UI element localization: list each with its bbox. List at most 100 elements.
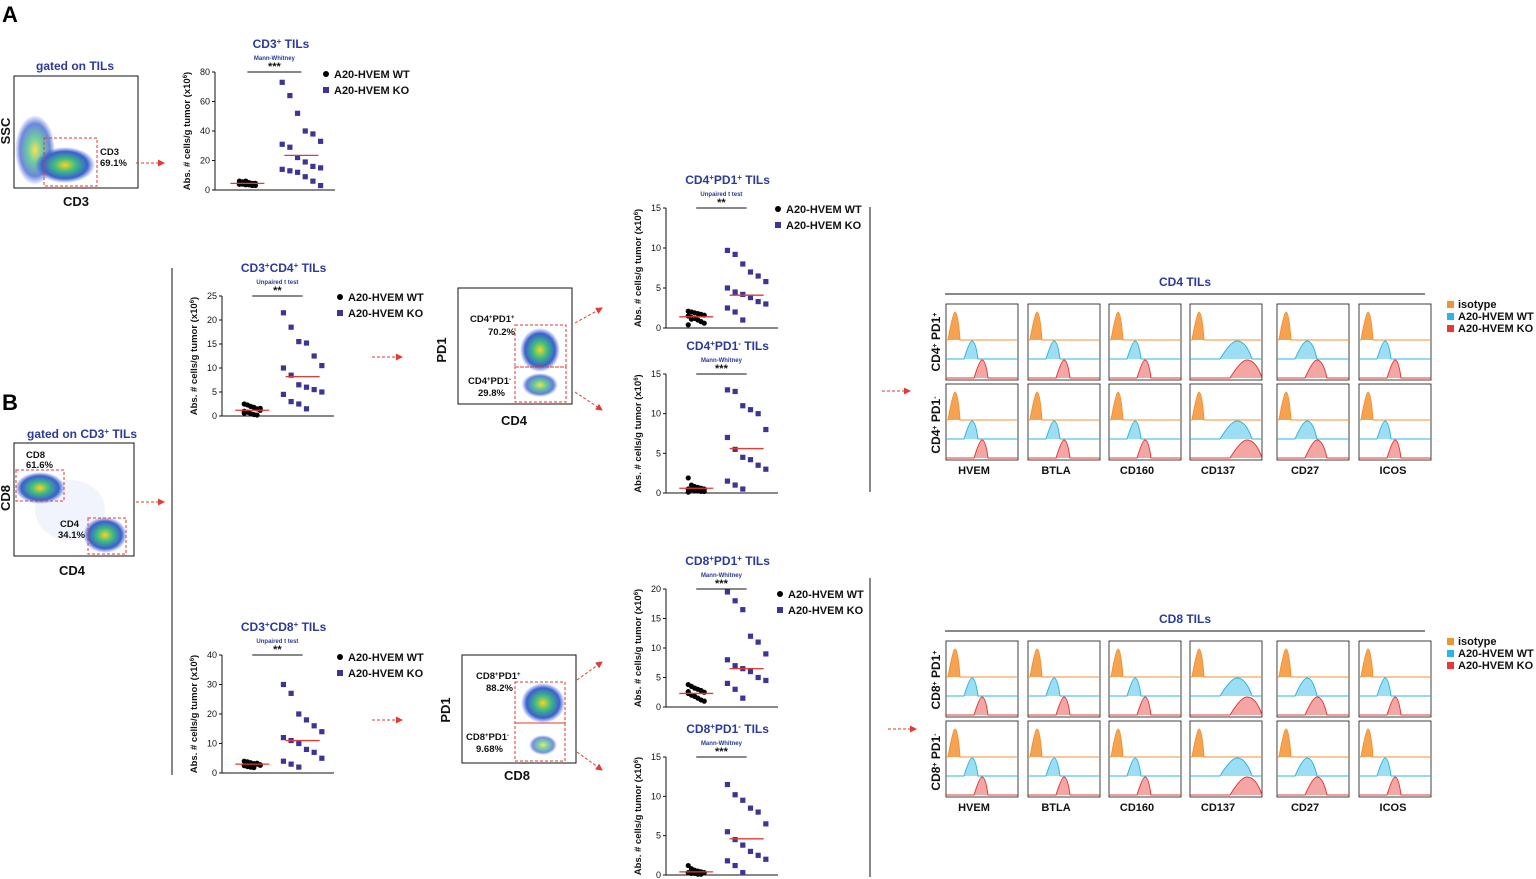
hist-curve — [1109, 391, 1181, 421]
point-wt — [252, 182, 258, 189]
point-ko — [763, 301, 769, 307]
point-wt — [251, 765, 257, 771]
point-ko — [732, 686, 738, 692]
y-tick-label: 5 — [656, 283, 661, 293]
y-tick-label: 0 — [656, 702, 661, 712]
scatter-cd4pd1neg: 0 5 10 15 Abs. # cells/g tumor (x106) CD4+PD1… — [633, 339, 778, 498]
hist-curve — [1028, 696, 1100, 716]
hist-curve — [1109, 648, 1181, 678]
marker-label: HVEM — [958, 802, 990, 814]
point-ko — [755, 852, 761, 858]
point-ko — [724, 657, 731, 663]
hist-cell-hvem — [945, 383, 1019, 461]
legend-wt-label: A20-HVEM WT — [334, 69, 410, 81]
point-ko — [755, 674, 761, 681]
point-ko — [747, 269, 754, 275]
cd4-gate2-name: CD4+PD1- — [468, 376, 511, 387]
point-ko — [287, 144, 293, 150]
hist-cell-cd137 — [1189, 640, 1263, 718]
hist-cell-hvem — [945, 303, 1019, 381]
legend-ko-label: A20-HVEM KO — [786, 220, 862, 232]
y-tick-label: 5 — [656, 448, 661, 458]
hist-curve — [1109, 677, 1181, 697]
y-tick-label: 20 — [200, 156, 210, 166]
legend-ko-marker — [775, 222, 781, 228]
hist-cell-cd27 — [1276, 640, 1350, 718]
y-axis-label: Abs. # cells/g tumor (x106) — [633, 209, 644, 327]
hist-curve — [1109, 311, 1181, 341]
point-wt — [685, 489, 691, 495]
scatter-cd8pd1pos: 0 5 10 15 20 Abs. # cells/g tumor (x106) CD8+P… — [633, 554, 864, 713]
flow-a-xlabel: CD3 — [63, 194, 89, 209]
point-ko — [763, 651, 769, 657]
cd4-gate2-pct: 29.8% — [478, 388, 505, 399]
flow-b-title: gated on CD3+ TILs — [27, 427, 137, 442]
legend-ko-label: A20-HVEM KO — [334, 85, 410, 97]
y-tick-label: 80 — [200, 67, 210, 77]
hist-curve — [1359, 420, 1431, 440]
chart-title: CD8+PD1+ TILs — [685, 554, 770, 569]
y-tick-label: 10 — [651, 409, 661, 419]
point-ko — [296, 711, 302, 717]
point-ko — [310, 163, 316, 169]
point-ko — [740, 261, 746, 267]
point-ko — [724, 434, 731, 441]
point-ko — [747, 848, 754, 854]
hist-row-label-1: CD8+ PD1+ — [929, 651, 943, 710]
hist-curve — [1109, 359, 1181, 379]
point-ko — [747, 669, 754, 675]
point-ko — [288, 324, 294, 330]
y-tick-label: 15 — [651, 203, 661, 213]
hist-cell-hvem — [945, 640, 1019, 718]
y-tick-label: 0 — [205, 185, 210, 195]
hist-curve — [1190, 420, 1262, 440]
hist-curve — [1359, 359, 1431, 379]
point-ko — [740, 454, 746, 460]
point-wt — [688, 316, 695, 322]
hist-curve — [946, 359, 1018, 379]
point-wt — [685, 862, 691, 869]
point-ko — [724, 680, 731, 686]
stat-test: Mann-Whitney — [254, 56, 296, 62]
significance: *** — [268, 61, 282, 73]
significance: *** — [715, 363, 729, 375]
panel-label-a: A — [2, 2, 18, 27]
flow-b-xlabel: CD4 — [59, 563, 86, 578]
marker-label: HVEM — [958, 465, 990, 477]
hist-legend-label: isotype — [1458, 636, 1497, 648]
point-ko — [302, 174, 308, 180]
hist-curve — [1109, 728, 1181, 758]
point-ko — [288, 690, 294, 696]
hist-curve — [1028, 391, 1100, 421]
hist-curve — [946, 420, 1018, 440]
point-ko — [319, 389, 325, 395]
y-tick-label: 20 — [651, 584, 661, 594]
point-ko — [763, 856, 769, 862]
hist-legend-label: A20-HVEM KO — [1458, 660, 1534, 672]
point-ko — [296, 339, 302, 345]
hist-cell-icos — [1358, 303, 1432, 381]
cd8-flow-xlabel: CD8 — [504, 768, 530, 783]
legend-wt-marker — [775, 206, 781, 212]
point-ko — [724, 478, 731, 484]
point-ko — [319, 363, 325, 369]
legend-wt-marker — [777, 591, 783, 597]
point-ko — [724, 829, 731, 835]
hist-curve — [946, 728, 1018, 758]
hist-cell-icos — [1358, 640, 1432, 718]
y-axis-label: Abs. # cells/g tumor (x106) — [189, 655, 200, 773]
point-ko — [747, 633, 754, 639]
hist-grid-hist_cd8: CD8 TILs CD8+ PD1+ CD8+ PD1- HVEM BTLA CD160 C… — [929, 612, 1534, 814]
hist-curve — [1190, 359, 1263, 379]
y-tick-label: 10 — [651, 791, 661, 801]
legend-ko-marker — [323, 87, 329, 93]
hist-curve — [1359, 677, 1431, 697]
hist-curve — [1277, 420, 1349, 440]
hist-legend-swatch — [1447, 301, 1454, 308]
y-tick-label: 25 — [207, 291, 217, 301]
y-tick-label: 0 — [212, 768, 217, 778]
hist-curve — [1190, 340, 1262, 360]
flow-b-ylabel: CD8 — [0, 485, 13, 511]
